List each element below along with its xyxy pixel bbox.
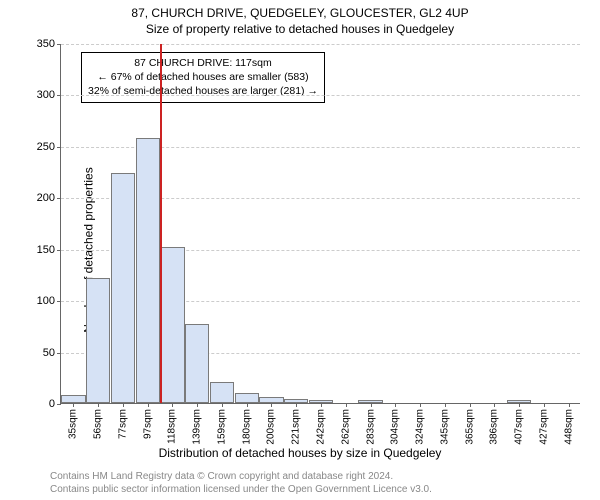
info-line-2: ← 67% of detached houses are smaller (58… (88, 70, 318, 84)
x-tick-label: 283sqm (365, 409, 376, 445)
y-tick-label: 0 (49, 398, 55, 410)
x-tick-mark (519, 403, 520, 407)
bar (210, 382, 234, 403)
x-tick-label: 139sqm (192, 409, 203, 445)
gridline (61, 95, 580, 96)
footer-line-2: Contains public sector information licen… (50, 484, 432, 495)
x-tick-label: 448sqm (563, 409, 574, 445)
x-tick-mark (247, 403, 248, 407)
x-axis-label: Distribution of detached houses by size … (0, 446, 600, 460)
x-tick-label: 324sqm (415, 409, 426, 445)
plot-area: 87 CHURCH DRIVE: 117sqm ← 67% of detache… (60, 44, 580, 404)
x-tick-label: 427sqm (538, 409, 549, 445)
footer-line-1: Contains HM Land Registry data © Crown c… (50, 471, 393, 482)
y-tick-mark (57, 353, 61, 354)
x-tick-label: 200sqm (266, 409, 277, 445)
x-tick-label: 304sqm (390, 409, 401, 445)
x-tick-label: 77sqm (117, 409, 128, 439)
x-tick-mark (172, 403, 173, 407)
marker-line (160, 44, 162, 403)
y-tick-mark (57, 301, 61, 302)
x-tick-mark (569, 403, 570, 407)
x-tick-label: 221sqm (291, 409, 302, 445)
x-tick-mark (197, 403, 198, 407)
x-tick-mark (148, 403, 149, 407)
bar (86, 278, 110, 403)
x-tick-label: 56sqm (93, 409, 104, 439)
x-tick-mark (395, 403, 396, 407)
y-tick-mark (57, 44, 61, 45)
chart-title-line1: 87, CHURCH DRIVE, QUEDGELEY, GLOUCESTER,… (0, 6, 600, 20)
x-tick-mark (371, 403, 372, 407)
y-tick-mark (57, 95, 61, 96)
gridline (61, 44, 580, 45)
x-tick-label: 35sqm (68, 409, 79, 439)
bar (235, 393, 259, 403)
bar (160, 247, 184, 403)
y-tick-label: 300 (37, 89, 55, 101)
y-tick-mark (57, 404, 61, 405)
x-tick-label: 159sqm (216, 409, 227, 445)
x-tick-mark (445, 403, 446, 407)
x-tick-mark (222, 403, 223, 407)
info-line-1: 87 CHURCH DRIVE: 117sqm (88, 56, 318, 70)
bar (111, 173, 135, 403)
bar (136, 138, 160, 403)
x-tick-mark (544, 403, 545, 407)
x-tick-mark (271, 403, 272, 407)
y-tick-mark (57, 250, 61, 251)
y-tick-label: 250 (37, 141, 55, 153)
y-tick-label: 100 (37, 295, 55, 307)
x-tick-mark (470, 403, 471, 407)
x-tick-mark (73, 403, 74, 407)
y-tick-mark (57, 198, 61, 199)
x-tick-mark (420, 403, 421, 407)
x-tick-label: 365sqm (464, 409, 475, 445)
x-tick-label: 180sqm (241, 409, 252, 445)
x-tick-label: 407sqm (514, 409, 525, 445)
bar (61, 395, 85, 403)
bar (185, 324, 209, 403)
y-tick-label: 200 (37, 192, 55, 204)
x-tick-mark (296, 403, 297, 407)
chart-title-line2: Size of property relative to detached ho… (0, 22, 600, 36)
y-tick-label: 150 (37, 244, 55, 256)
x-tick-mark (321, 403, 322, 407)
x-tick-mark (98, 403, 99, 407)
x-tick-label: 242sqm (316, 409, 327, 445)
x-tick-label: 97sqm (142, 409, 153, 439)
y-tick-mark (57, 147, 61, 148)
x-tick-label: 345sqm (439, 409, 450, 445)
x-tick-mark (494, 403, 495, 407)
chart-container: 87, CHURCH DRIVE, QUEDGELEY, GLOUCESTER,… (0, 0, 600, 500)
x-tick-mark (123, 403, 124, 407)
y-tick-label: 50 (43, 347, 55, 359)
x-tick-label: 386sqm (489, 409, 500, 445)
x-tick-label: 262sqm (340, 409, 351, 445)
y-tick-label: 350 (37, 38, 55, 50)
x-tick-label: 118sqm (167, 409, 178, 444)
x-tick-mark (346, 403, 347, 407)
